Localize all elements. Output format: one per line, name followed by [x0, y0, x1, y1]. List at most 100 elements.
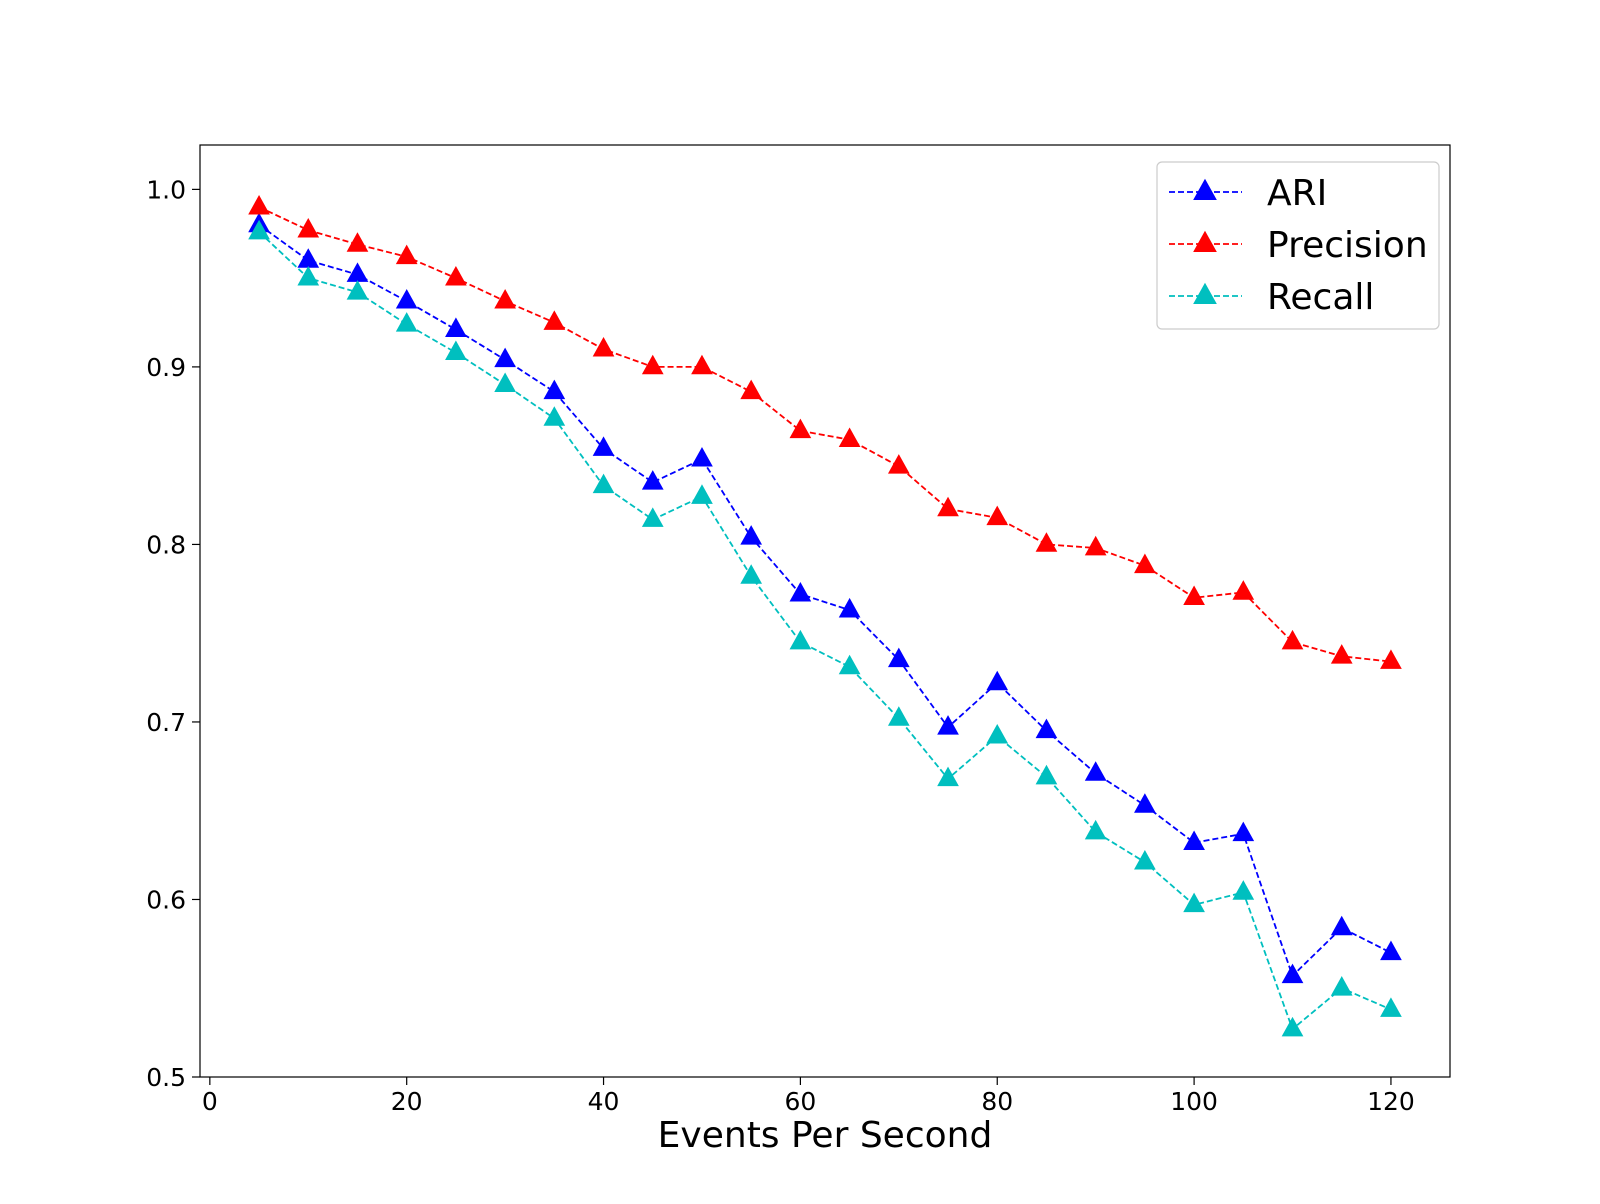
series-line: [258, 224, 1392, 978]
data-point: [1084, 535, 1107, 556]
data-point: [395, 289, 418, 309]
data-point: [543, 379, 566, 400]
data-point: [1183, 830, 1205, 851]
data-point: [1134, 850, 1156, 870]
data-point: [1134, 553, 1156, 574]
data-point: [248, 219, 270, 240]
data-point: [494, 372, 516, 392]
data-point: [1380, 997, 1402, 1017]
data-point: [641, 507, 664, 527]
data-point: [691, 354, 713, 375]
data-point: [1232, 821, 1255, 842]
data-point: [838, 654, 861, 675]
data-point: [691, 484, 713, 504]
data-point: [986, 505, 1009, 526]
data-point: [887, 454, 910, 474]
data-point: [494, 289, 516, 309]
data-point: [740, 379, 763, 400]
series-recall: [248, 219, 1402, 1037]
data-point: [691, 447, 713, 467]
data-point: [1380, 940, 1402, 961]
data-point: [1035, 532, 1058, 552]
x-tick-label: 100: [1170, 1087, 1218, 1116]
y-tick-label: 0.6: [146, 885, 186, 914]
data-point: [937, 766, 959, 787]
data-point: [592, 473, 615, 494]
data-point: [1183, 585, 1205, 606]
data-point: [887, 706, 910, 726]
data-point: [986, 723, 1009, 744]
legend-marker: [1193, 178, 1217, 201]
y-tick-label: 1.0: [146, 175, 186, 204]
x-tick-label: 60: [784, 1087, 816, 1116]
legend-item-ari: ARI: [1169, 173, 1327, 214]
legend-label: Recall: [1267, 277, 1374, 318]
x-tick-label: 120: [1367, 1087, 1415, 1116]
data-point: [445, 317, 467, 337]
data-point: [1035, 718, 1058, 739]
data-point: [1232, 880, 1255, 900]
data-point: [1330, 915, 1353, 936]
data-point: [887, 647, 910, 668]
legend-marker: [1193, 282, 1217, 305]
series-ari: [248, 212, 1402, 984]
data-point: [1084, 761, 1107, 781]
data-point: [789, 629, 812, 650]
legend-item-recall: Recall: [1169, 277, 1374, 318]
data-point: [1134, 793, 1156, 813]
legend-label: Precision: [1267, 225, 1428, 266]
data-point: [494, 347, 516, 368]
data-point: [740, 525, 763, 545]
y-tick-label: 0.7: [146, 708, 186, 737]
x-axis: 0 20 40 60 80 100 120: [202, 1077, 1415, 1116]
data-point: [1330, 976, 1353, 996]
y-tick-label: 0.9: [146, 353, 186, 382]
data-point: [1281, 963, 1304, 984]
data-point: [838, 597, 861, 618]
data-point: [592, 336, 615, 357]
data-point: [445, 265, 467, 286]
data-point: [1084, 819, 1107, 840]
series-line: [258, 206, 1391, 663]
legend-marker: [1193, 230, 1217, 253]
x-tick-label: 20: [391, 1087, 423, 1116]
data-point: [543, 406, 566, 426]
y-axis: 0.5 0.6 0.7 0.8 0.9 1.0: [146, 175, 200, 1092]
series-layer: [248, 194, 1402, 1037]
data-point: [297, 265, 320, 286]
plot-frame: [199, 144, 1451, 1078]
series-line: [258, 231, 1392, 1031]
legend-label: ARI: [1267, 173, 1327, 214]
data-point: [1330, 644, 1353, 664]
data-point: [395, 244, 418, 265]
data-point: [641, 354, 664, 375]
data-point: [346, 232, 369, 252]
x-tick-label: 40: [588, 1087, 620, 1116]
x-tick-label: 0: [202, 1087, 218, 1116]
data-point: [248, 194, 270, 215]
data-point: [1183, 892, 1205, 913]
data-point: [641, 470, 664, 490]
x-axis-title: Events Per Second: [658, 1115, 993, 1156]
data-point: [543, 310, 566, 330]
data-point: [1035, 764, 1058, 785]
y-tick-label: 0.5: [146, 1063, 186, 1092]
legend-item-precision: Precision: [1169, 225, 1428, 266]
data-point: [346, 280, 369, 300]
series-precision: [248, 194, 1402, 669]
data-point: [937, 496, 959, 517]
y-tick-label: 0.8: [146, 530, 186, 559]
data-point: [1380, 649, 1402, 669]
x-tick-label: 80: [981, 1087, 1013, 1116]
data-point: [1232, 580, 1255, 600]
data-point: [789, 581, 812, 602]
data-point: [838, 427, 861, 448]
legend-box: [1156, 161, 1440, 330]
data-point: [937, 715, 959, 735]
data-point: [1281, 1016, 1304, 1037]
data-point: [297, 218, 320, 238]
data-point: [986, 670, 1009, 691]
data-point: [1281, 629, 1304, 650]
